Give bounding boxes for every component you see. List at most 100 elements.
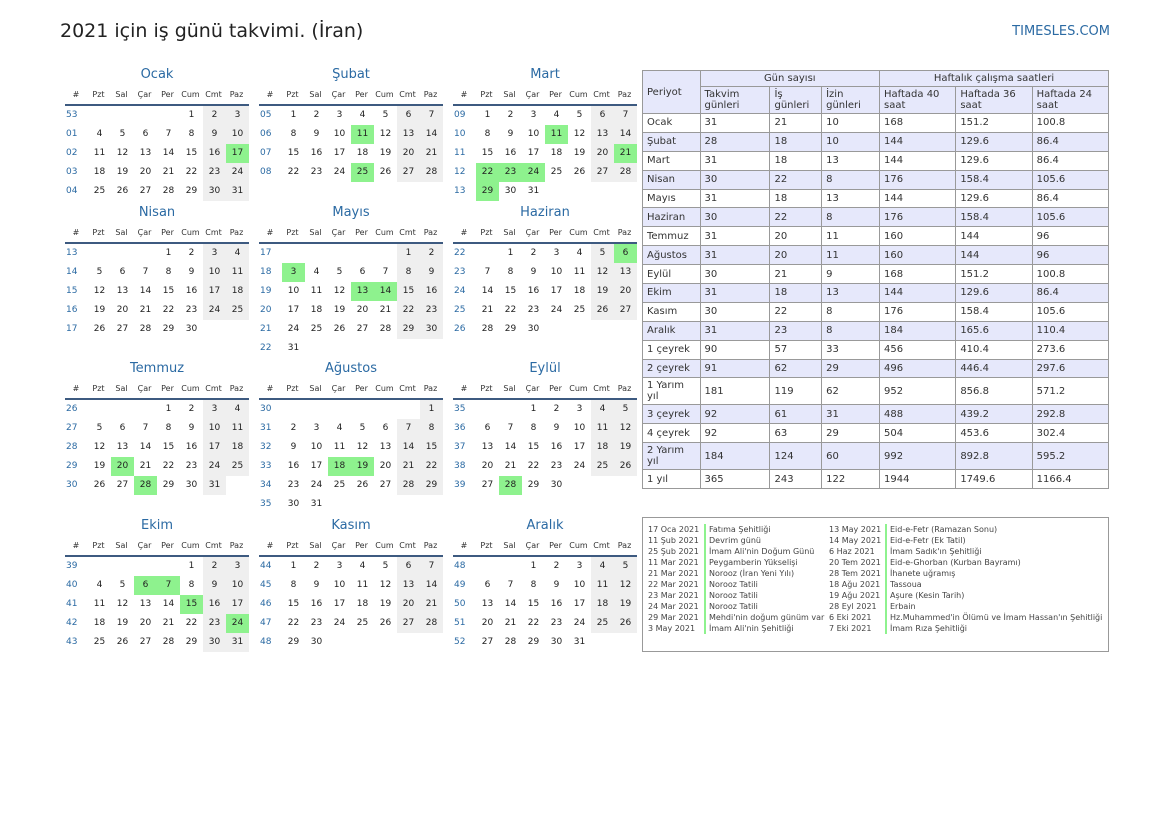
day-cell: 13 xyxy=(139,148,152,158)
day-cell: 24 xyxy=(203,301,226,320)
day-cell: 28 xyxy=(481,324,494,334)
day-cell: 16 xyxy=(185,442,198,452)
table-cell: 144 xyxy=(878,188,957,209)
day-cell: 9 xyxy=(203,125,226,144)
day-cell: 19 xyxy=(614,595,637,614)
week-number: 35 xyxy=(260,499,272,509)
holiday-day-cell: 6 xyxy=(614,244,637,263)
week-number: 13 xyxy=(66,248,78,258)
day-cell: 14 xyxy=(139,442,152,452)
holiday-name: Mehdi'nin doğum günüm var xyxy=(704,612,824,623)
weekday-label: Cmt xyxy=(399,384,416,393)
weekday-label: Paz xyxy=(617,228,632,237)
empty-cell xyxy=(591,320,614,339)
table-cell: 60 xyxy=(821,442,880,471)
table-cell: 365 xyxy=(699,469,771,490)
week-number: 04 xyxy=(66,186,78,196)
day-cell: 28 xyxy=(162,186,175,196)
table-cell: 165.6 xyxy=(955,320,1033,341)
holiday-item: 20 Tem 2021 Eid-e-Ghorban (Kurban Bayramı… xyxy=(829,557,1102,568)
table-cell: Mayıs xyxy=(642,188,701,209)
day-cell: 17 xyxy=(226,595,249,614)
empty-cell xyxy=(397,633,420,652)
day-cell: 12 xyxy=(573,129,586,139)
table-cell: Ocak xyxy=(642,113,701,133)
table-row: Mayıs 31 18 13 144 129.6 86.4 xyxy=(642,188,1110,209)
header-40h: Haftada 40 saat xyxy=(878,86,957,114)
table-cell: 158.4 xyxy=(955,169,1033,190)
week-row: 53 1 2 3 xyxy=(65,106,249,125)
empty-cell xyxy=(420,633,443,652)
empty-cell xyxy=(88,400,111,419)
day-cell: 18 xyxy=(310,305,323,315)
empty-cell xyxy=(88,557,111,576)
table-cell: 129.6 xyxy=(955,150,1033,171)
weekday-label: Cum xyxy=(181,90,200,99)
table-cell: Temmuz xyxy=(642,226,701,247)
holiday-day-cell: 3 xyxy=(282,263,305,282)
day-cell: 6 xyxy=(382,423,389,433)
week-row: 26 1 2 3 4 xyxy=(65,400,249,419)
day-cell: 21 xyxy=(162,618,175,628)
day-cell: 7 xyxy=(507,423,514,433)
table-cell: 160 xyxy=(878,226,957,247)
month-nisan: Nisan # Pzt Sal Çar Per Cum Cmt Paz 13 1 2 3 4 14 5 6 7 8 9… xyxy=(65,204,249,339)
weekday-header: # Pzt Sal Çar Per Cum Cmt Paz xyxy=(259,86,443,106)
table-cell: 30 xyxy=(699,169,771,190)
header-36h: Haftada 36 saat xyxy=(955,86,1033,114)
week-row: 07 15 16 17 18 19 20 21 xyxy=(259,144,443,163)
week-row: 47 22 23 24 25 26 27 28 xyxy=(259,614,443,633)
weekday-label: Çar xyxy=(331,384,346,393)
day-cell: 24 xyxy=(333,167,346,177)
holiday-date: 29 Mar 2021 xyxy=(648,613,699,622)
table-cell: Haziran xyxy=(642,207,701,228)
table-cell: 456 xyxy=(878,339,957,360)
holiday-date: 6 Haz 2021 xyxy=(829,547,875,556)
site-link[interactable]: TIMESLES.COM xyxy=(1012,24,1110,39)
table-cell: 23 xyxy=(769,320,823,341)
day-cell: 8 xyxy=(507,267,514,277)
holiday-day-cell: 22 xyxy=(476,163,499,182)
table-cell: 144 xyxy=(878,131,957,152)
empty-cell xyxy=(305,244,328,263)
day-cell: 11 xyxy=(93,148,106,158)
table-cell: 504 xyxy=(878,423,957,444)
table-cell: 22 xyxy=(769,169,823,190)
day-cell: 18 xyxy=(226,282,249,301)
empty-cell xyxy=(157,557,180,576)
day-cell: 9 xyxy=(203,576,226,595)
day-cell: 16 xyxy=(550,442,563,452)
day-cell: 31 xyxy=(287,343,300,353)
holiday-column-right: 13 May 2021 Eid-e-Fetr (Ramazan Sonu) 14 M… xyxy=(829,524,1102,634)
holiday-item: 28 Eyl 2021 Erbain xyxy=(829,601,1102,612)
table-cell: 8 xyxy=(821,320,880,341)
week-row: 27 5 6 7 8 9 10 11 xyxy=(65,419,249,438)
day-cell: 1 xyxy=(188,561,195,571)
day-cell: 25 xyxy=(310,324,323,334)
table-row: 1 Yarım yıl 181 119 62 952 856.8 571.2 xyxy=(642,377,1110,406)
day-cell: 27 xyxy=(356,324,369,334)
day-cell: 18 xyxy=(93,618,106,628)
empty-cell xyxy=(591,476,614,495)
empty-cell xyxy=(134,400,157,419)
day-cell: 30 xyxy=(550,480,563,490)
day-cell: 31 xyxy=(573,637,586,647)
day-cell: 15 xyxy=(527,599,540,609)
empty-cell xyxy=(282,244,305,263)
table-cell: 1749.6 xyxy=(955,469,1033,490)
day-cell: 22 xyxy=(185,618,198,628)
day-cell: 26 xyxy=(591,301,614,320)
table-cell: 446.4 xyxy=(955,358,1033,379)
day-cell: 27 xyxy=(614,301,637,320)
weekday-label: # xyxy=(266,384,274,393)
table-cell: 62 xyxy=(821,377,880,406)
day-cell: 7 xyxy=(142,423,149,433)
table-cell: 158.4 xyxy=(955,207,1033,228)
day-cell: 13 xyxy=(481,442,494,452)
day-cell: 25 xyxy=(93,637,106,647)
weekday-label: Pzt xyxy=(480,90,493,99)
day-cell: 28 xyxy=(504,637,517,647)
holiday-name: Devrim günü xyxy=(704,535,761,546)
table-cell: 176 xyxy=(878,301,957,322)
holiday-name: Hz.Muhammed'in Ölümü ve İmam Hassan'ın Ş… xyxy=(885,612,1102,623)
